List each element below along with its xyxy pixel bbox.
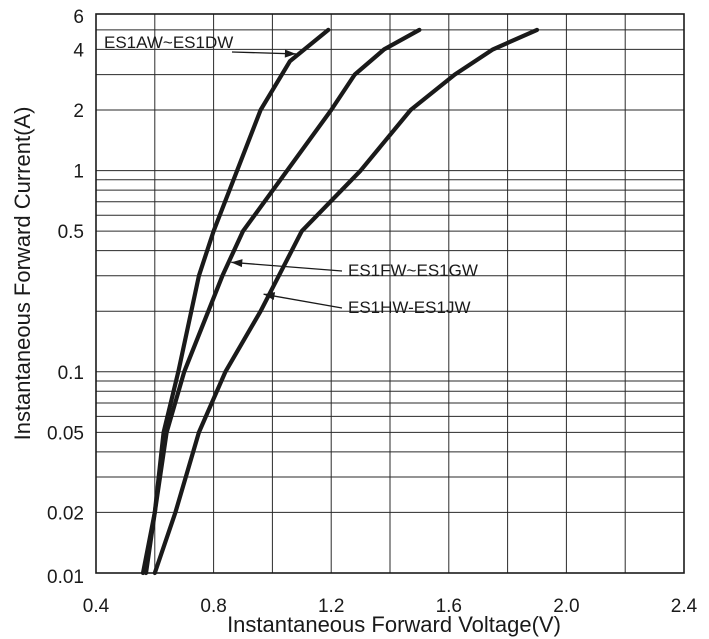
y-tick-label: 0.05 — [47, 423, 84, 444]
tick-labels: 0.4 0.8 1.2 1.6 2.0 2.4 0.01 0.02 0.05 0.1 0.5 1 2 4 6 — [47, 7, 698, 617]
y-tick-label: 2 — [73, 101, 84, 122]
x-tick-label: 2.4 — [671, 596, 698, 617]
y-tick-label: 0.01 — [47, 567, 84, 588]
series-curve-1 — [140, 27, 331, 576]
leader-line-2 — [231, 261, 343, 272]
x-tick-label: 1.2 — [318, 596, 344, 617]
x-axis-title: Instantaneous Forward Voltage(V) — [227, 612, 561, 637]
series-labels: ES1AW~ES1DW ES1FW~ES1GW ES1HW-ES1JW — [104, 33, 478, 317]
arrow-icon — [284, 49, 296, 58]
y-axis-title: Instantaneous Forward Current(A) — [10, 107, 35, 441]
series-label-2: ES1FW~ES1GW — [348, 261, 478, 280]
plot-frame — [95, 13, 685, 574]
series-curves — [140, 27, 540, 576]
series-label-1: ES1AW~ES1DW — [104, 33, 233, 52]
series-label-3: ES1HW-ES1JW — [348, 298, 471, 317]
y-tick-label: 0.5 — [58, 222, 84, 243]
series-curve-3 — [152, 27, 540, 576]
y-tick-label: 1 — [73, 162, 84, 183]
arrow-icon — [231, 259, 243, 268]
arrow-icon — [263, 292, 276, 301]
x-tick-label: 0.4 — [83, 596, 110, 617]
x-tick-label: 0.8 — [200, 596, 226, 617]
y-tick-label: 0.02 — [47, 503, 84, 524]
x-tick-label: 1.6 — [436, 596, 462, 617]
y-tick-label: 4 — [73, 40, 84, 61]
x-tick-label: 2.0 — [553, 596, 579, 617]
leader-line-3 — [263, 293, 343, 309]
y-tick-label: 6 — [73, 7, 84, 28]
y-tick-label: 0.1 — [58, 363, 84, 384]
series-curve-2 — [143, 27, 422, 576]
